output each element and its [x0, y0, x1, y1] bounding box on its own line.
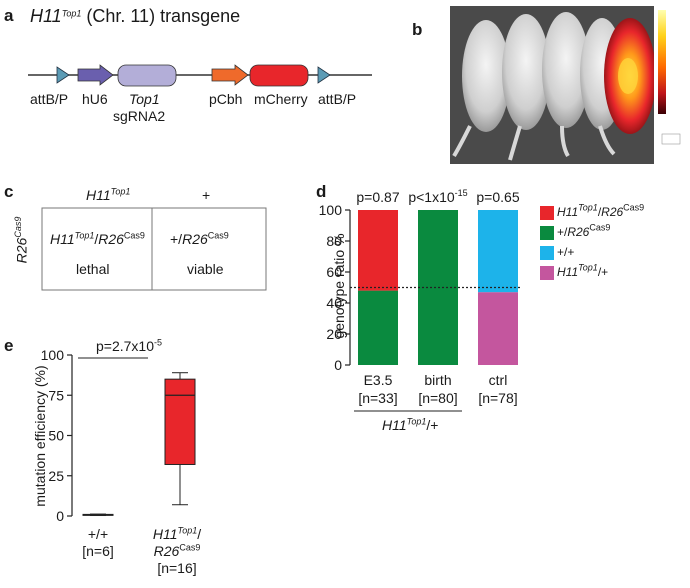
- cell-lethal-status: lethal: [76, 261, 110, 277]
- label-attb-right: attB/P: [318, 91, 357, 107]
- cat1-label: +/+ [n=6]: [82, 526, 114, 559]
- bar-ctrl-seg-3: [478, 210, 518, 293]
- mcherry-box: [249, 64, 309, 87]
- e-y-tick-label-50: 50: [48, 428, 64, 444]
- x-tick-label-birth: birth: [424, 372, 451, 388]
- label-sgrna: sgRNA2: [113, 108, 166, 124]
- title-sup: Top1: [61, 8, 82, 19]
- e-y-tick-label-25: 25: [48, 468, 64, 484]
- mutation-efficiency-boxplot: 0 25 50 75 100: [41, 347, 196, 524]
- legend-swatch-h11-plus: [540, 266, 554, 280]
- panel-e-letter: e: [4, 336, 14, 355]
- e-y-tick-label-0: 0: [56, 508, 64, 524]
- pvalue-ctrl: p=0.65: [476, 189, 519, 205]
- box-1: [164, 378, 196, 465]
- transgene-diagram: [28, 64, 372, 87]
- e-y-tick-label-75: 75: [48, 387, 64, 403]
- cat-underline-label: H11Top1/+: [382, 416, 439, 433]
- pvalue-E3.5: p=0.87: [356, 189, 399, 205]
- y-tick-label-100: 100: [319, 202, 343, 218]
- title-gene: H11: [30, 6, 62, 26]
- label-pcbh: pCbh: [209, 91, 243, 107]
- legend-swatch-h11-r26: [540, 206, 554, 220]
- y-tick-label-20: 20: [326, 326, 342, 342]
- x-tick-label-ctrl: ctrl: [489, 372, 508, 388]
- label-attb-left: attB/P: [30, 91, 69, 107]
- bar-E3.5-seg-1: [358, 210, 398, 291]
- mouse-fluorescence-photo: [450, 6, 690, 164]
- x-tick-n-E3.5: [n=33]: [358, 390, 397, 406]
- x-tick-n-ctrl: [n=78]: [478, 390, 517, 406]
- panel-c-letter: c: [4, 182, 14, 201]
- col-header-plus: +: [202, 187, 211, 203]
- panel-d-letter: d: [316, 182, 327, 201]
- x-tick-n-birth: [n=80]: [418, 390, 457, 406]
- legend-swatch-plus-plus: [540, 246, 554, 260]
- genotype-stacked-bar-chart: 0 20 40 60 80 100 E3.5 [n=33] p=0.87 birth [n=80] p…: [319, 188, 520, 412]
- label-mcherry: mCherry: [254, 91, 308, 107]
- legend-swatch-plus-r26: [540, 226, 554, 240]
- panel-e-pvalue: p=2.7x10-5: [96, 337, 163, 354]
- top1-sgrna-box: [117, 64, 177, 87]
- cell-lethal-genotype: H11Top1/R26Cas9: [50, 230, 145, 247]
- label-top1: Top1: [129, 91, 160, 107]
- attb-left-triangle: [56, 66, 70, 84]
- cell-viable-genotype: +/R26Cas9: [170, 230, 229, 247]
- label-hu6: hU6: [82, 91, 108, 107]
- panel-a-title: H11Top1 (Chr. 11) transgene: [30, 6, 240, 27]
- panel-b-letter: b: [412, 20, 423, 39]
- punnett-grid: [41, 207, 267, 291]
- title-rest: (Chr. 11) transgene: [81, 6, 241, 26]
- legend-label-plus-plus: +/+: [557, 245, 575, 259]
- e-y-tick-label-100: 100: [41, 347, 65, 363]
- hu6-promoter-arrow: [77, 64, 114, 86]
- legend-label-h11-plus: H11Top1/+: [557, 262, 609, 279]
- cell-viable-status: viable: [187, 261, 224, 277]
- bar-E3.5-seg-0: [358, 290, 398, 365]
- cat2-label: H11Top1/ R26Cas9 [n=16]: [152, 525, 202, 576]
- col-header-h11: H11Top1: [86, 186, 131, 203]
- y-tick-label-60: 60: [326, 264, 342, 280]
- pcbh-promoter-arrow: [211, 64, 249, 86]
- pvalue-birth: p<1x10-15: [408, 188, 467, 205]
- x-tick-label-E3.5: E3.5: [364, 372, 393, 388]
- bar-ctrl-seg-2: [478, 292, 518, 365]
- attb-right-triangle: [317, 66, 331, 84]
- legend-label-plus-r26: +/R26Cas9: [557, 222, 611, 239]
- y-tick-label-40: 40: [326, 295, 342, 311]
- panel-a-letter: a: [4, 6, 14, 25]
- y-tick-label-0: 0: [334, 357, 342, 373]
- y-tick-label-80: 80: [326, 233, 342, 249]
- legend-label-h11-r26: H11Top1/R26Cas9: [557, 202, 645, 219]
